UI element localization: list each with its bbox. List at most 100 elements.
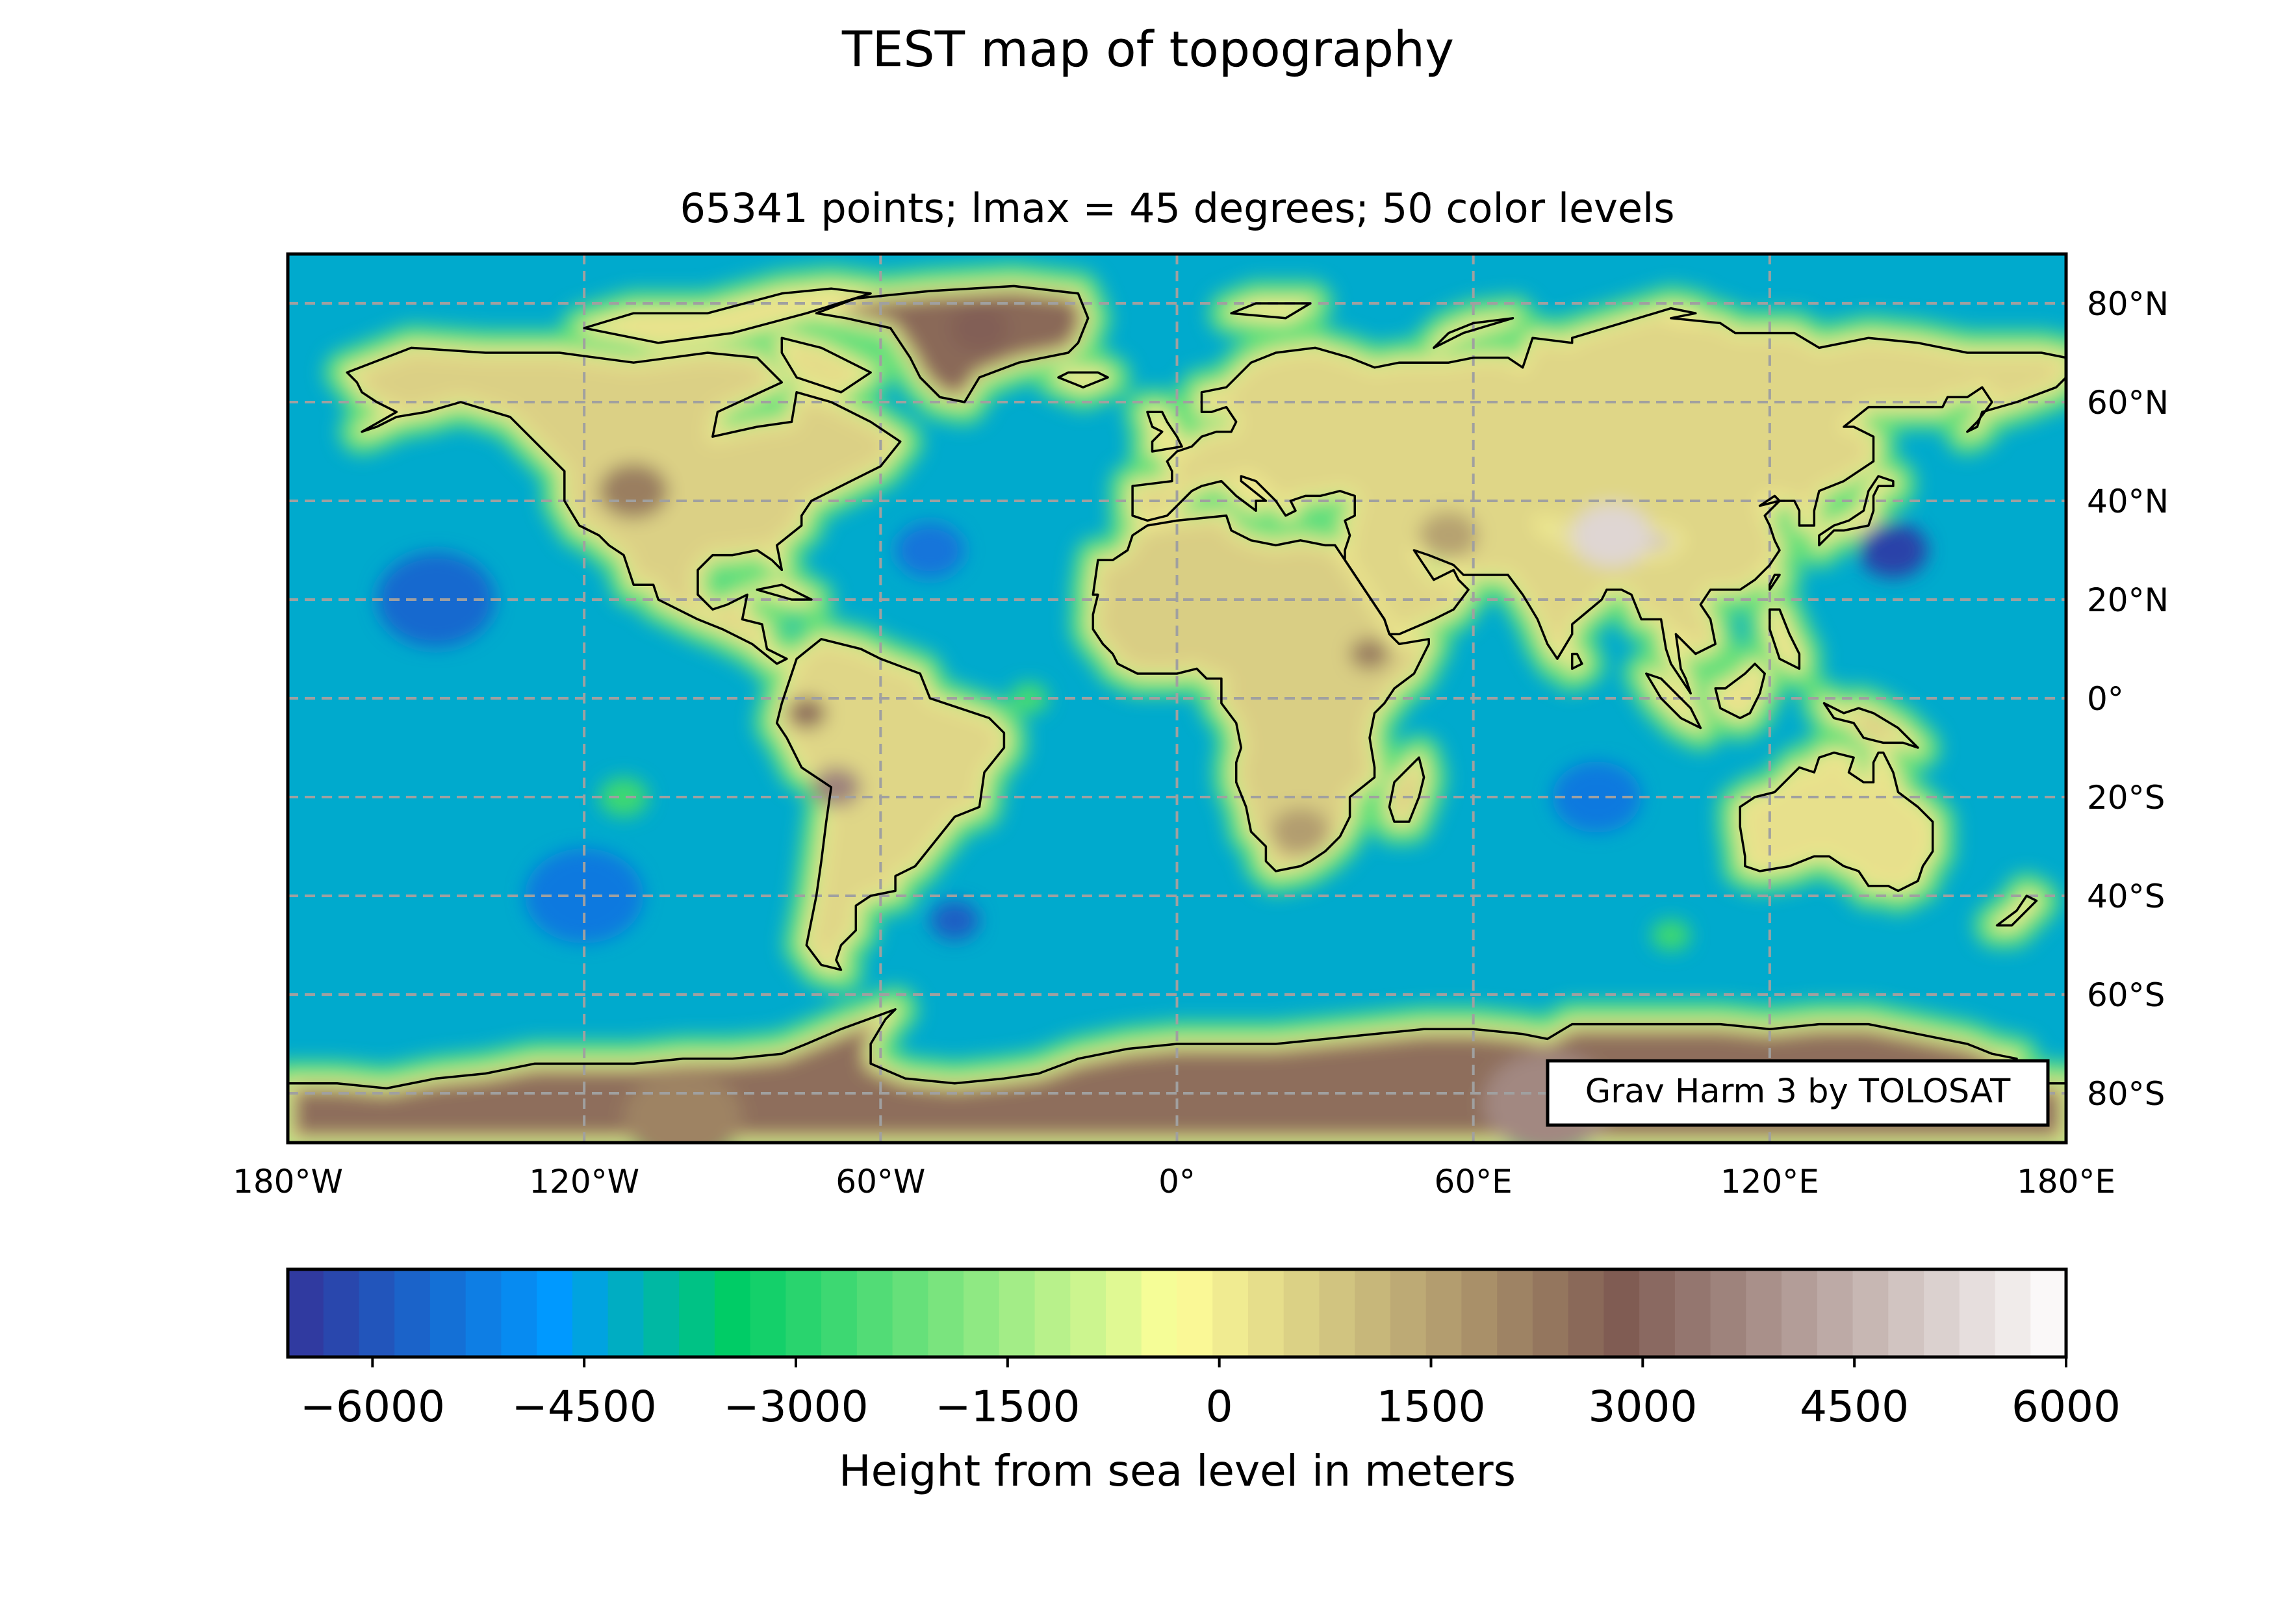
colorbar-level xyxy=(1710,1269,1747,1357)
colorbar-level xyxy=(1746,1269,1782,1357)
coastline-sumatra xyxy=(1645,672,1702,730)
coastline-antarctica xyxy=(288,1008,2066,1143)
colorbar-level xyxy=(607,1269,645,1357)
longitude-tick-label: 120°W xyxy=(529,1163,639,1200)
colorbar-level xyxy=(786,1269,822,1357)
feature-mid-atlantic-ridge xyxy=(1009,682,1049,715)
colorbar-level xyxy=(1355,1269,1391,1357)
colorbar-frame xyxy=(286,1267,2068,1359)
coastline-iceland xyxy=(1057,371,1109,388)
feature-himalaya-tibet-peak xyxy=(1572,503,1652,567)
colorbar-level xyxy=(679,1269,715,1357)
colorbar-level xyxy=(359,1269,396,1357)
feature-iran-plateau xyxy=(1419,511,1479,559)
attribution-box: Grav Harm 3 by TOLOSAT xyxy=(1546,1059,2050,1127)
colorbar-level xyxy=(1852,1269,1889,1357)
coastline-new-zealand xyxy=(1995,894,2038,927)
coastline-sri-lanka xyxy=(1570,652,1583,670)
colorbar-tick-label: 1500 xyxy=(1377,1382,1486,1432)
colorbar-level xyxy=(999,1269,1036,1357)
coastline-south-america xyxy=(775,638,1006,971)
colorbar-levels xyxy=(288,1269,2067,1357)
latitude-tick-label: 0° xyxy=(2087,680,2124,718)
coastline-greenland xyxy=(815,285,1090,403)
coastline-africa xyxy=(1092,514,1430,872)
longitude-tick-label: 180°W xyxy=(233,1163,343,1200)
latitude-tick-label: 40°S xyxy=(2087,878,2165,915)
latitude-labels: 80°N 60°N 40°N 20°N 0° 20°S 40°S 60°S 80°S xyxy=(2087,285,2169,1113)
colorbar-level xyxy=(1532,1269,1569,1357)
figure-title: TEST map of topography xyxy=(841,20,1454,78)
colorbar-level xyxy=(1070,1269,1106,1357)
colorbar-level xyxy=(1782,1269,1818,1357)
map-panel xyxy=(288,254,2066,1143)
feature-ethiopian-highlands xyxy=(1349,638,1390,670)
colorbar-level xyxy=(501,1269,537,1357)
colorbar-level xyxy=(1390,1269,1427,1357)
coastline-japan xyxy=(1818,475,1895,547)
colorbar-tick-label: 6000 xyxy=(2012,1382,2121,1432)
gridlines xyxy=(288,254,2066,1143)
colorbar-label: Height from sea level in meters xyxy=(839,1446,1516,1496)
coastline-philippines xyxy=(1769,608,1801,670)
colorbar-level xyxy=(429,1269,466,1357)
feature-north-atlantic-basin xyxy=(895,522,965,578)
colorbar-tick-label: 0 xyxy=(1206,1382,1233,1432)
coastline-canadian-arctic-islands xyxy=(583,287,872,344)
colorbar-level xyxy=(1319,1269,1355,1357)
map-frame xyxy=(286,252,2068,1145)
coastline-taiwan xyxy=(1769,574,1781,591)
colorbar-level xyxy=(821,1269,858,1357)
colorbar-level xyxy=(1674,1269,1711,1357)
colorbar-level xyxy=(1603,1269,1640,1357)
colorbar-level xyxy=(394,1269,431,1357)
colorbar-tick-label: 4500 xyxy=(1800,1382,1909,1432)
feature-south-atlantic-deep xyxy=(930,900,980,941)
colorbar-tick-label: 3000 xyxy=(1588,1382,1697,1432)
longitude-labels: 180°W 120°W 60°W 0° 60°E 120°E 180°E xyxy=(233,1163,2115,1200)
coastlines xyxy=(288,285,2066,1143)
colorbar-level xyxy=(1888,1269,1924,1357)
longitude-tick-label: 180°E xyxy=(2017,1163,2115,1200)
colorbar-level xyxy=(288,1269,324,1357)
coastline-british-isles xyxy=(1146,411,1183,453)
latitude-tick-label: 60°S xyxy=(2087,976,2165,1014)
colorbar-tick-label: −6000 xyxy=(300,1382,445,1432)
coastline-australia xyxy=(1739,751,1934,893)
colorbar-level xyxy=(892,1269,929,1357)
colorbar-level xyxy=(750,1269,787,1357)
longitude-tick-label: 0° xyxy=(1158,1163,1195,1200)
colorbar-level xyxy=(714,1269,751,1357)
latitude-tick-label: 20°N xyxy=(2087,581,2169,619)
feature-andes xyxy=(811,767,861,807)
colorbar-level xyxy=(2030,1269,2067,1357)
feature-andes-north xyxy=(786,697,826,730)
feature-pacific-trench-nw xyxy=(1858,522,1928,578)
feature-greenland-ice-cap xyxy=(949,304,1010,352)
coastline-madagascar xyxy=(1388,756,1425,823)
colorbar-level xyxy=(1247,1269,1284,1357)
colorbar-level xyxy=(1497,1269,1533,1357)
colorbar-level xyxy=(1639,1269,1676,1357)
colorbar-level xyxy=(1283,1269,1320,1357)
colorbar-level xyxy=(1817,1269,1854,1357)
longitude-tick-label: 60°E xyxy=(1435,1163,1513,1200)
coastline-borneo xyxy=(1714,663,1766,720)
coastline-north-america xyxy=(346,346,902,665)
feature-pacific-basin xyxy=(376,552,496,647)
map-subtitle: 65341 points; lmax = 45 degrees; 50 colo… xyxy=(680,184,1674,232)
longitude-tick-label: 60°W xyxy=(836,1163,925,1200)
latitude-tick-label: 80°N xyxy=(2087,285,2169,323)
colorbar-level xyxy=(465,1269,502,1357)
coastline-eurasia xyxy=(1131,307,2066,695)
colorbar-level xyxy=(1461,1269,1498,1357)
colorbar-level xyxy=(572,1269,609,1357)
colorbar-level xyxy=(643,1269,680,1357)
colorbar-level xyxy=(856,1269,893,1357)
colorbar-level xyxy=(1177,1269,1214,1357)
longitude-tick-label: 120°E xyxy=(1720,1163,1819,1200)
latitude-tick-label: 80°S xyxy=(2087,1075,2165,1113)
colorbar-level xyxy=(1106,1269,1142,1357)
latitude-tick-label: 20°S xyxy=(2087,779,2165,817)
